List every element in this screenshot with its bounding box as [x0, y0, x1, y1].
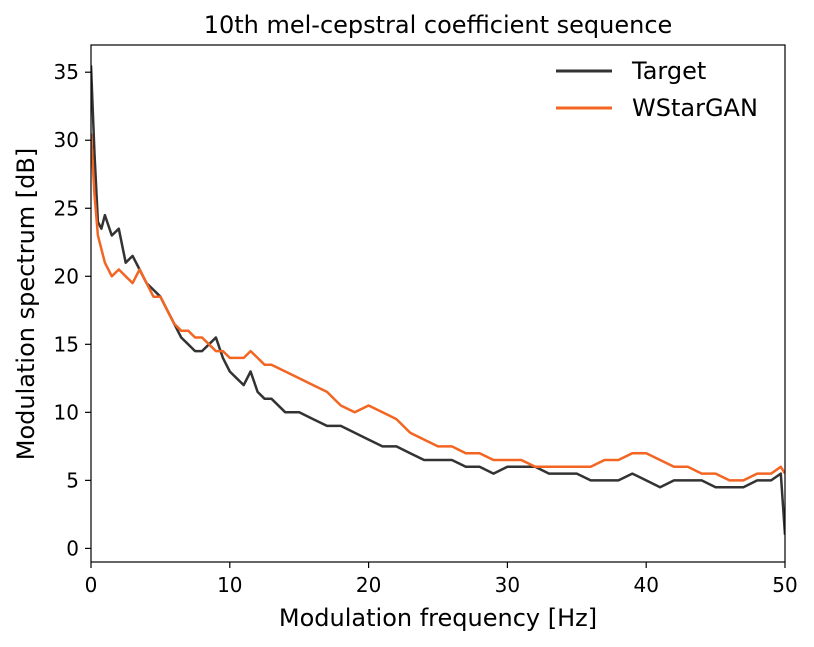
- y-tick-label: 25: [54, 196, 79, 220]
- x-tick-label: 20: [356, 573, 381, 597]
- y-tick-label: 5: [66, 468, 79, 492]
- legend-label-target: Target: [631, 57, 706, 85]
- plot-frame: [90, 44, 786, 563]
- chart-title: 10th mel-cepstral coefficient sequence: [204, 11, 673, 39]
- x-axis-label: Modulation frequency [Hz]: [279, 604, 597, 632]
- legend: Target WStarGAN: [556, 57, 758, 122]
- series-line-wstargan: [91, 133, 785, 482]
- x-tick-label: 30: [495, 573, 520, 597]
- y-tick-label: 0: [66, 536, 79, 560]
- y-axis-label: Modulation spectrum [dB]: [12, 148, 40, 460]
- x-tick-label: 10: [217, 573, 242, 597]
- y-tick-label: 15: [54, 332, 79, 356]
- y-tick-label: 30: [54, 128, 79, 152]
- y-tick-label: 20: [54, 264, 79, 288]
- x-tick-label: 40: [633, 573, 658, 597]
- plot-area: 0 10 20 30 40 50 0 5 10 15 20 25 30 35: [54, 44, 798, 597]
- x-tick-label: 50: [772, 573, 797, 597]
- series-line-target: [91, 65, 785, 535]
- y-tick-label: 10: [54, 400, 79, 424]
- x-tick-label: 0: [85, 573, 98, 597]
- y-tick-label: 35: [54, 60, 79, 84]
- legend-label-wstargan: WStarGAN: [632, 94, 758, 122]
